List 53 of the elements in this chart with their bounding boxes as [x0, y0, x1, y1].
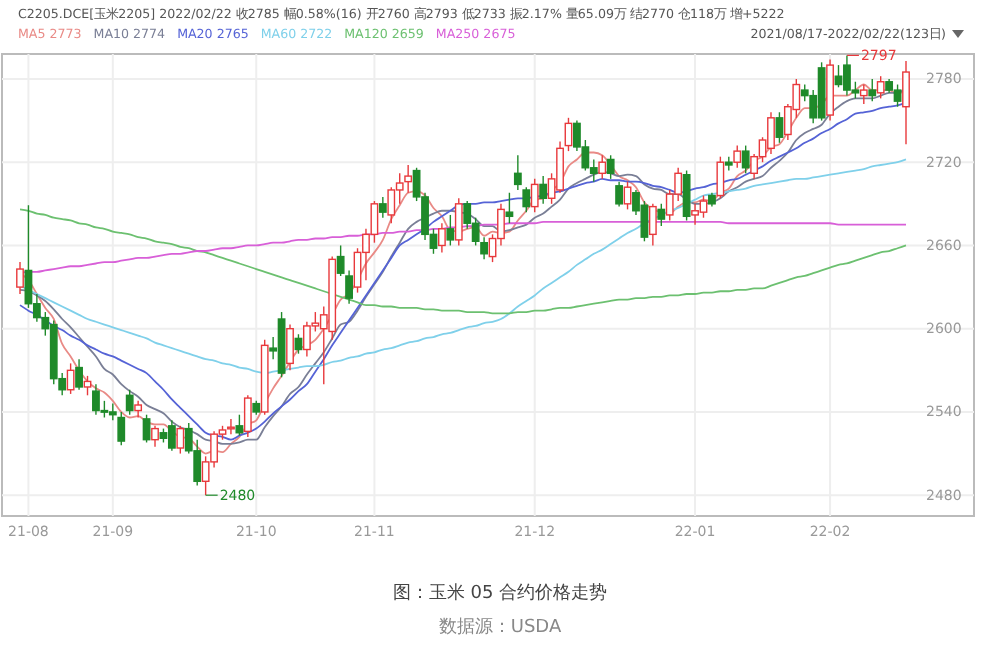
candlestick — [615, 180, 624, 208]
candlestick — [151, 425, 159, 448]
candlestick — [454, 197, 463, 247]
candlestick — [902, 60, 910, 145]
candlestick — [16, 261, 24, 295]
candlestick — [741, 144, 750, 175]
candlestick — [243, 394, 252, 438]
candlestick — [75, 358, 83, 391]
candlestick — [868, 78, 877, 102]
candlestick — [699, 194, 708, 219]
candlestick — [834, 64, 843, 88]
candlestick — [83, 375, 92, 396]
candlestick — [640, 200, 649, 242]
candlestick — [66, 362, 75, 395]
candlestick — [438, 222, 446, 254]
candlestick — [227, 418, 235, 435]
candlestick — [404, 164, 413, 194]
candlestick — [167, 419, 176, 452]
candlestick — [606, 154, 615, 180]
candlestick — [142, 414, 151, 444]
candlestick — [117, 411, 126, 446]
candlestick — [539, 175, 548, 205]
candlestick — [235, 414, 244, 437]
candlestick — [302, 321, 311, 358]
candlestick — [598, 154, 607, 180]
candlestick — [724, 155, 733, 172]
line-series — [19, 158, 907, 374]
candlestick — [733, 144, 742, 169]
candlestick — [387, 186, 396, 224]
candlestick — [648, 203, 657, 247]
candlestick — [176, 425, 185, 455]
line-series — [19, 208, 907, 315]
candlestick — [859, 83, 868, 105]
text: 图：玉米 05 合约价格走势 — [392, 582, 608, 604]
candlestick — [125, 389, 134, 416]
candlestick — [716, 155, 725, 199]
candlestick — [767, 111, 775, 155]
candlestick — [556, 140, 564, 194]
candlestick — [876, 75, 885, 100]
candlestick — [505, 192, 514, 224]
candlestick — [623, 180, 632, 211]
candlestick — [775, 111, 784, 144]
candlestick — [286, 323, 294, 372]
candlestick — [682, 169, 691, 222]
candlestick — [893, 83, 902, 108]
candlestick — [446, 214, 455, 247]
candlestick — [657, 203, 666, 227]
candlestick — [530, 178, 539, 213]
candlestick — [691, 203, 699, 226]
candlestick — [378, 196, 387, 219]
candlestick — [92, 383, 100, 416]
text: 数据源：USDA — [438, 616, 563, 638]
candlestick — [843, 54, 851, 97]
